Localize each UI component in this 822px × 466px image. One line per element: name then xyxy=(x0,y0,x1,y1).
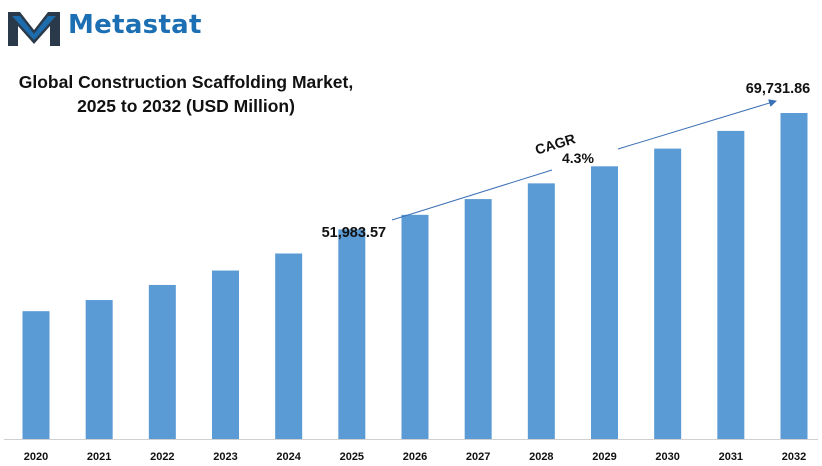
brand-logo: Metastat xyxy=(6,8,236,48)
start-value-label: 51,983.57 xyxy=(322,225,387,241)
cagr-arrow-segment xyxy=(391,169,553,221)
end-value-label: 69,731.86 xyxy=(746,81,811,97)
x-tick-labels: 2020 2021 2022 2023 2024 2025 2026 2027 2028 2029… xyxy=(24,451,806,463)
bar-2026 xyxy=(401,214,429,439)
bar-2020 xyxy=(22,311,50,439)
bar-2025 xyxy=(338,229,366,439)
x-tick-label: 2020 xyxy=(24,451,48,463)
x-tick-label: 2027 xyxy=(466,451,490,463)
x-tick-label: 2026 xyxy=(403,451,427,463)
bar-2023 xyxy=(212,270,239,439)
cagr-arrow xyxy=(617,99,777,150)
bar-2024 xyxy=(275,253,303,439)
metastat-m-logo-icon xyxy=(8,12,60,46)
bar-2028 xyxy=(527,183,555,439)
bar-2027 xyxy=(464,199,492,439)
chart-title-block: Global Construction Scaffolding Market, … xyxy=(0,70,372,118)
bar-2030 xyxy=(654,148,682,439)
x-tick-label: 2028 xyxy=(529,451,553,463)
x-tick-label: 2030 xyxy=(655,451,679,463)
chart-subtitle: 2025 to 2032 (USD Million) xyxy=(77,96,295,116)
x-tick-label: 2025 xyxy=(340,451,364,463)
bar-2032 xyxy=(780,113,808,439)
x-tick-label: 2029 xyxy=(592,451,616,463)
brand-name: Metastat xyxy=(68,10,202,40)
x-tick-label: 2024 xyxy=(276,451,301,463)
x-tick-label: 2023 xyxy=(213,451,237,463)
bar-group xyxy=(22,113,808,439)
bar-2031 xyxy=(717,130,745,439)
x-tick-label: 2022 xyxy=(150,451,174,463)
x-tick-label: 2031 xyxy=(719,451,743,463)
cagr-value: 4.3% xyxy=(562,150,594,166)
bar-2021 xyxy=(85,300,113,439)
x-tick-label: 2021 xyxy=(87,451,111,463)
x-tick-label: 2032 xyxy=(782,451,806,463)
chart-title: Global Construction Scaffolding Market, xyxy=(18,72,354,92)
bar-2029 xyxy=(591,166,618,439)
bar-2022 xyxy=(148,284,176,439)
